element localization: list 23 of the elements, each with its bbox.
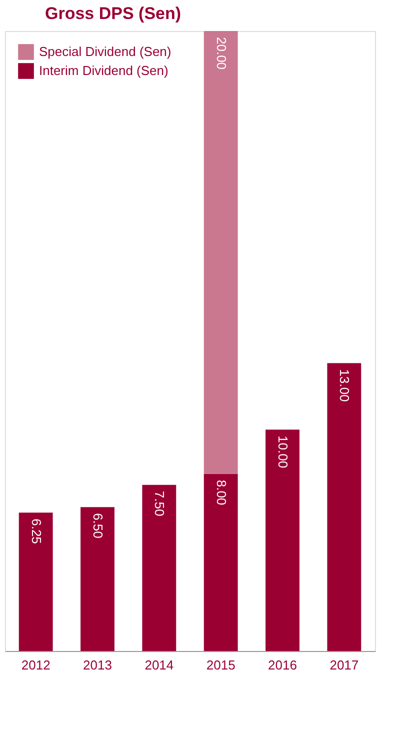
x-tick-label: 2015 (206, 658, 236, 672)
bar (266, 430, 300, 651)
data-label: 6.25 (28, 518, 44, 544)
x-tick-label: 2017 (330, 658, 359, 672)
bar (142, 484, 176, 651)
data-label: 7.50 (152, 490, 168, 516)
chart-title: Gross DPS (Sen) (45, 4, 182, 23)
x-tick-label: 2016 (268, 658, 297, 672)
data-label: 20.00 (214, 37, 229, 70)
legend-label: Special Dividend (Sen) (39, 44, 172, 59)
x-tick-label: 2014 (144, 658, 174, 672)
data-label: 13.00 (337, 369, 352, 402)
bar (80, 507, 114, 651)
bar (327, 363, 362, 651)
data-label: 10.00 (276, 436, 290, 468)
x-tick-label: 2013 (83, 658, 112, 672)
legend-label: Interim Dividend (Sen) (39, 63, 168, 78)
bar (204, 474, 238, 651)
bar (18, 512, 53, 651)
bar (204, 31, 238, 474)
x-tick-label: 2012 (21, 658, 50, 672)
data-label: 6.50 (90, 513, 106, 538)
data-label: 8.00 (214, 480, 229, 506)
